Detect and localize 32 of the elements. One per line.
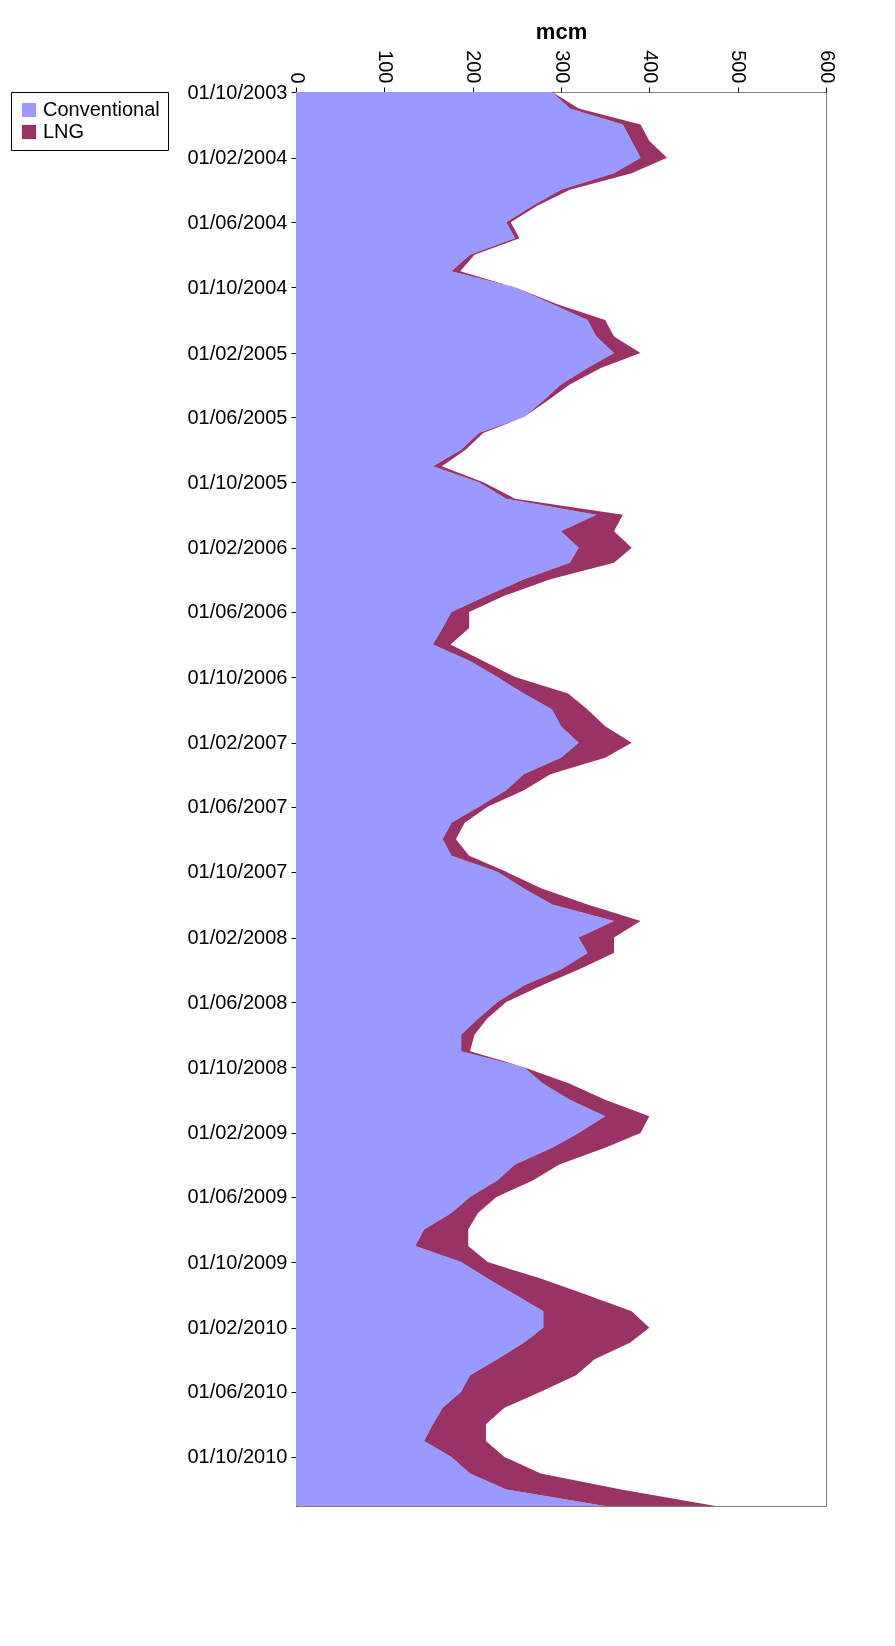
legend-label: Conventional <box>43 98 160 120</box>
y-tick-label: 01/06/2006 <box>187 600 288 623</box>
y-tick-label: 01/02/2010 <box>187 1316 288 1339</box>
y-tick-label: 01/10/2007 <box>187 860 288 883</box>
x-axis-title: mcm <box>535 19 588 45</box>
x-tick-label: 500 <box>728 50 751 84</box>
y-tick-label: 01/10/2004 <box>187 275 288 298</box>
x-tick-label: 200 <box>463 50 486 84</box>
y-tick-label: 01/02/2009 <box>187 1121 288 1144</box>
y-tick-label: 01/10/2005 <box>187 470 288 493</box>
y-tick-label: 01/10/2010 <box>187 1445 288 1468</box>
y-tick-label: 01/02/2007 <box>187 731 288 754</box>
y-tick-label: 01/06/2009 <box>187 1185 288 1208</box>
x-tick-label: 0 <box>286 72 309 84</box>
y-tick-label: 01/10/2006 <box>187 665 288 688</box>
legend-label: LNG <box>43 120 85 142</box>
y-tick-label: 01/02/2008 <box>187 926 288 949</box>
y-tick-label: 01/06/2007 <box>187 795 288 818</box>
y-tick-label: 01/10/2009 <box>187 1250 288 1273</box>
y-tick-label: 01/06/2008 <box>187 990 288 1013</box>
y-tick-label: 01/10/2008 <box>187 1055 288 1078</box>
x-tick-label: 600 <box>816 50 839 84</box>
y-tick-label: 01/02/2006 <box>187 536 288 559</box>
y-tick-label: 01/06/2005 <box>187 405 288 428</box>
x-tick-label: 100 <box>374 50 397 84</box>
x-tick-label: 400 <box>639 50 662 84</box>
x-tick-label: 300 <box>551 50 574 84</box>
y-tick-label: 01/02/2005 <box>187 341 288 364</box>
y-tick-label: 01/06/2010 <box>187 1380 288 1403</box>
y-tick-label: 01/06/2004 <box>187 210 288 233</box>
y-tick-label: 01/02/2004 <box>187 146 288 169</box>
y-tick-label: 01/10/2003 <box>187 80 288 103</box>
